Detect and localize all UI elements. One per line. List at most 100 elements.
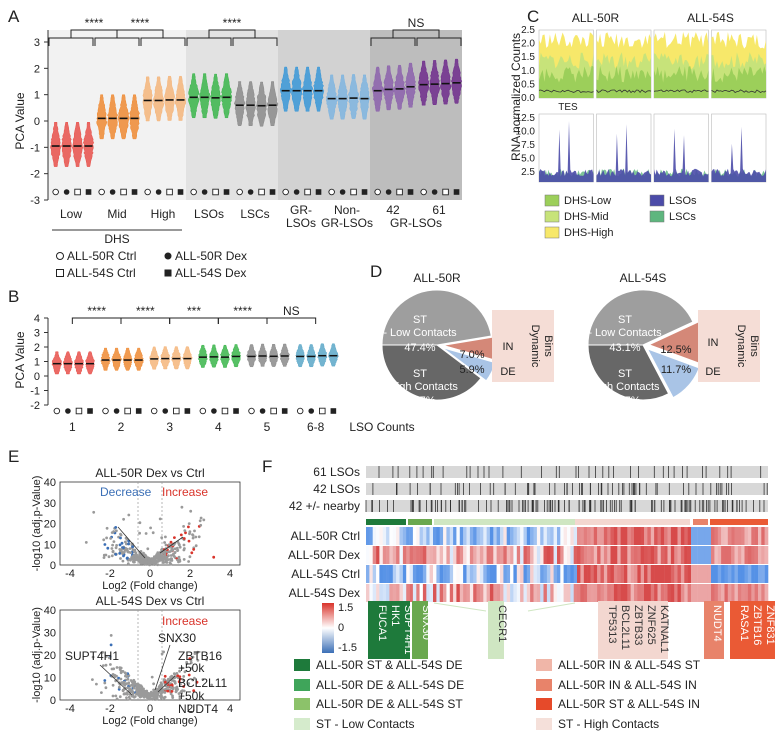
panel-c-bottom-area: [654, 128, 709, 182]
legend-marker-ctrl-50r: [56, 252, 64, 260]
panel-c-top-line: [538, 89, 594, 93]
panel-a-marker-dex-54s: [453, 189, 460, 195]
panel-f-heatmap-cell: [687, 584, 692, 602]
panel-f-heatmap-cell: [577, 584, 581, 602]
panel-f-heatmap-cell: [664, 565, 668, 583]
panel-f-heatmap-cell: [758, 565, 762, 583]
panel-f-heatmap-cell: [657, 546, 662, 564]
panel-e-point: [197, 535, 201, 539]
panel-b-marker-ctrl-54s: [173, 407, 180, 415]
panel-b-marker-ctrl-50r: [53, 407, 61, 415]
panel-e-point: [129, 551, 132, 554]
panel-e-point: [127, 513, 131, 517]
panel-f-heatmap-cell: [761, 546, 765, 564]
panel-e-point: [187, 673, 191, 677]
legend-marker-dex-50r: [164, 252, 172, 260]
panel-a-ytick-label: 2: [34, 63, 40, 75]
panel-f-heatmap-cell: [593, 527, 598, 545]
panel-f-heatmap-cell: [627, 527, 631, 545]
panel-e-xtick: -4: [65, 568, 75, 580]
panel-f-gene-name: SNX30: [420, 605, 432, 640]
panel-f-heatmap-cell: [597, 546, 601, 564]
panel-c-top-ytick: 2.0: [521, 39, 535, 50]
panel-e-point: [177, 555, 181, 559]
panel-b-violin: [149, 346, 160, 370]
panel-e-point: [163, 541, 167, 544]
panel-e-point: [119, 677, 123, 681]
panel-f-heatmap-cell: [590, 565, 595, 583]
panel-e-point: [131, 690, 135, 694]
panel-a-marker-dex-54s: [269, 189, 276, 195]
panel-a-significance: ****: [131, 16, 150, 30]
panel-d-label: Dynamic: [529, 325, 541, 368]
panel-e-point: [122, 517, 125, 521]
panel-c-top-ytick: 1.5: [521, 52, 535, 63]
panel-f-heatmap-cell: [650, 546, 655, 564]
panel-e-point: [182, 558, 186, 561]
panel-f-heatmap-cell: [523, 546, 528, 564]
panel-f-heatmap-cell: [721, 565, 725, 583]
panel-e-ytick: 40: [44, 477, 56, 489]
panel-a-shade-3: [370, 30, 462, 200]
panel-a-marker-dex-50r: [63, 189, 70, 195]
panel-f-heatmap-cell: [737, 565, 742, 583]
panel-f-heatmap-cell: [577, 527, 581, 545]
panel-b-bracket: [71, 317, 122, 324]
panel-e-frame: [59, 481, 241, 566]
panel-f-heatmap-cell: [737, 584, 742, 602]
panel-f-heatmap-cell: [446, 584, 450, 602]
panel-c-legend-label: DHS-Mid: [564, 211, 609, 223]
panel-f-heatmap-cell: [697, 565, 702, 583]
panel-e-xtick: 0: [147, 703, 153, 715]
panel-f-heatmap-cell: [389, 546, 393, 564]
panel-e-pointer: [157, 675, 176, 693]
panel-f-colorbar: [322, 603, 334, 653]
panel-e-pointer: [159, 536, 184, 554]
panel-f-gene-tag: [598, 601, 668, 659]
panel-f-heatmap-cell: [540, 527, 544, 545]
panel-f-heatmap-cell: [644, 565, 648, 583]
panel-e-point: [188, 657, 192, 661]
panel-f-heatmap-cell: [603, 565, 608, 583]
panel-e-point: [150, 675, 154, 679]
panel-f-heatmap-cell: [557, 546, 561, 564]
panel-f-heatmap-cell: [617, 527, 621, 545]
panel-f-heatmap-cell: [412, 546, 417, 564]
panel-e-point: [191, 678, 195, 682]
panel-a-marker-dex-50r: [339, 189, 346, 195]
panel-f-heatmap-cell: [731, 584, 735, 602]
panel-f-heatmap-cell: [654, 584, 658, 602]
panel-d-label: IN: [708, 337, 719, 349]
panel-f-heatmap-cell: [613, 546, 618, 564]
panel-f-heatmap-cell: [553, 584, 558, 602]
panel-a-marker-ctrl-50r: [282, 188, 289, 196]
panel-f-heatmap-cell: [419, 584, 424, 602]
panel-f-heatmap-cell: [624, 584, 628, 602]
panel-c-bottom-ytick: 10.0: [516, 127, 536, 138]
panel-f-heatmap-cell: [751, 546, 755, 564]
panel-e-point: [128, 689, 132, 692]
panel-e-xtick: 0: [147, 568, 153, 580]
panel-e-point: [114, 553, 118, 556]
panel-f-heatmap-cell: [737, 546, 742, 564]
panel-f-heatmap-cell: [764, 565, 769, 583]
panel-e-ytick: 40: [44, 605, 56, 617]
panel-f-heatmap-cell: [426, 546, 430, 564]
panel-f-heatmap-cell: [593, 565, 598, 583]
panel-f-heatmap-cell: [758, 527, 762, 545]
panel-b-violin: [122, 347, 133, 371]
panel-f-heatmap-cell: [533, 546, 538, 564]
panel-e-point: [163, 680, 167, 684]
panel-f-heatmap-cell: [613, 527, 618, 545]
panel-f-heatmap-cell: [553, 527, 558, 545]
panel-e-point: [125, 682, 128, 686]
panel-f-heatmap-cell: [439, 584, 444, 602]
panel-f-heatmap-cell: [751, 565, 755, 583]
panel-f-heatmap-cell: [553, 565, 558, 583]
panel-e-ylabel: -log10 (adj.p-Value): [31, 607, 43, 703]
panel-f-heatmap-cell: [389, 565, 393, 583]
panel-a-marker-ctrl-50r: [374, 188, 381, 196]
panel-f-heatmap-cell: [670, 584, 675, 602]
panel-f-heatmap-cell: [580, 584, 584, 602]
